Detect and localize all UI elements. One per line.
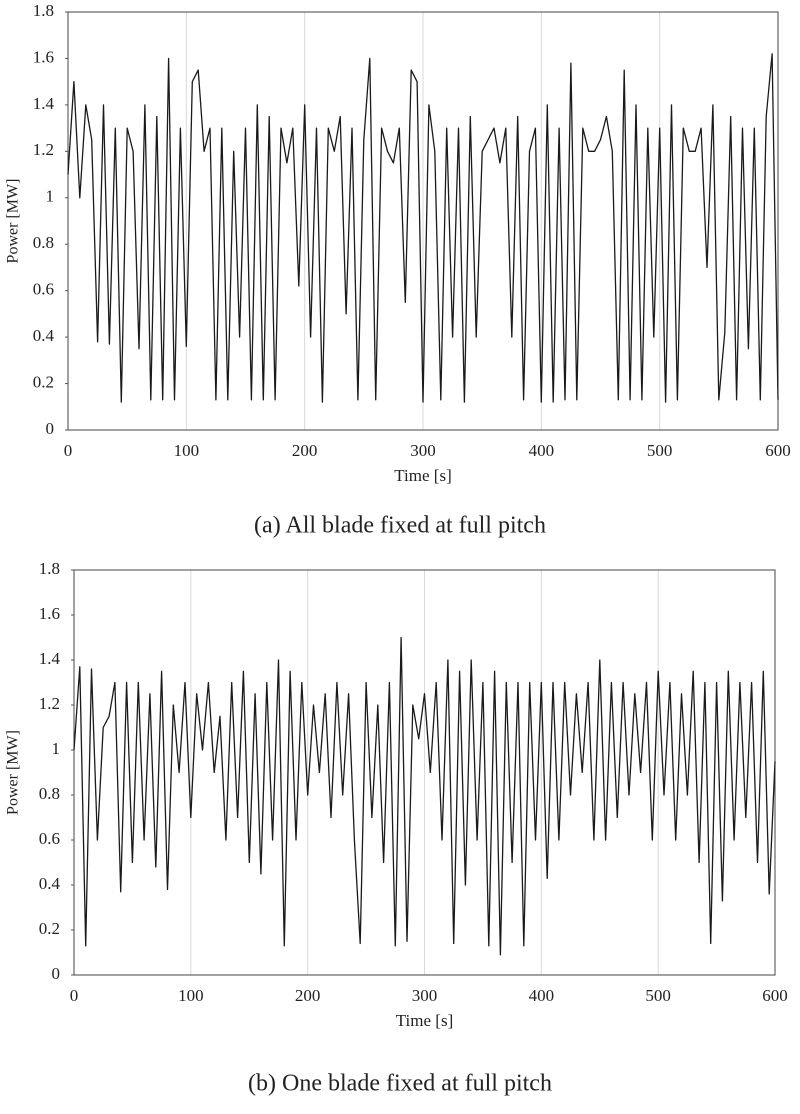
x-tick-label: 400 bbox=[529, 441, 555, 460]
x-tick-label: 500 bbox=[647, 441, 673, 460]
y-axis-label: Power [MW] bbox=[5, 179, 22, 264]
x-tick-label: 200 bbox=[292, 441, 318, 460]
y-tick-label: 0.6 bbox=[33, 280, 54, 299]
x-tick-label: 600 bbox=[762, 986, 788, 1005]
y-tick-label: 1.4 bbox=[33, 94, 55, 113]
y-tick-label: 0.8 bbox=[33, 233, 54, 252]
y-tick-label: 1 bbox=[46, 187, 55, 206]
x-tick-label: 600 bbox=[765, 441, 791, 460]
x-tick-label: 200 bbox=[295, 986, 321, 1005]
caption: (a) All blade fixed at full pitch bbox=[254, 513, 546, 539]
y-tick-label: 0.2 bbox=[39, 919, 60, 938]
y-tick-label: 1 bbox=[52, 739, 61, 758]
y-tick-label: 0.8 bbox=[39, 784, 60, 803]
y-tick-label: 1.8 bbox=[39, 559, 60, 578]
y-tick-label: 1.8 bbox=[33, 1, 54, 20]
x-tick-label: 500 bbox=[645, 986, 671, 1005]
y-tick-label: 1.6 bbox=[39, 604, 60, 623]
x-tick-label: 0 bbox=[64, 441, 73, 460]
y-tick-label: 1.4 bbox=[39, 649, 61, 668]
y-tick-label: 1.2 bbox=[33, 140, 54, 159]
y-tick-label: 1.2 bbox=[39, 694, 60, 713]
y-axis-label: Power [MW] bbox=[5, 730, 22, 815]
y-tick-label: 0.4 bbox=[33, 326, 55, 345]
x-tick-label: 300 bbox=[410, 441, 436, 460]
line-series bbox=[73, 636, 776, 956]
x-tick-label: 100 bbox=[174, 441, 200, 460]
y-tick-label: 0.6 bbox=[39, 829, 60, 848]
x-tick-label: 0 bbox=[70, 986, 79, 1005]
line-series bbox=[67, 53, 779, 403]
caption: (b) One blade fixed at full pitch bbox=[248, 1071, 552, 1097]
y-tick-label: 1.6 bbox=[33, 47, 54, 66]
plot-frame bbox=[67, 11, 779, 431]
x-axis-label: Time [s] bbox=[394, 466, 451, 485]
y-tick-label: 0.4 bbox=[39, 874, 61, 893]
x-tick-label: 300 bbox=[412, 986, 438, 1005]
x-tick-label: 400 bbox=[529, 986, 555, 1005]
x-axis-label: Time [s] bbox=[396, 1011, 453, 1030]
y-tick-label: 0.2 bbox=[33, 372, 54, 391]
y-tick-label: 0 bbox=[46, 419, 55, 438]
y-tick-label: 0 bbox=[52, 964, 61, 983]
x-tick-label: 100 bbox=[178, 986, 204, 1005]
